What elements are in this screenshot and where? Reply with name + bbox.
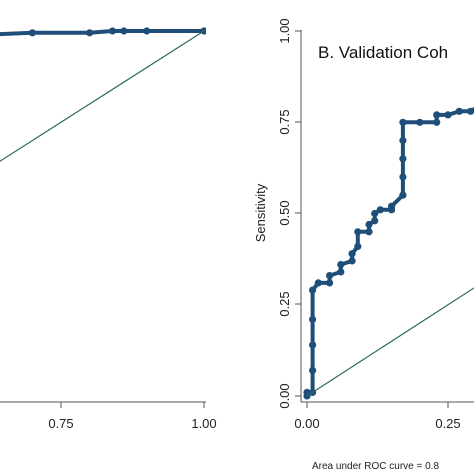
right-reference-line (306, 287, 474, 397)
right-y-axis-label: Sensitivity (253, 183, 268, 242)
left-roc-point-13 (120, 27, 128, 35)
right-roc-point-20 (376, 206, 384, 214)
right-y-tick-075: 0.75 (277, 109, 292, 134)
left-panel: 0.75 1.00 (0, 27, 217, 431)
left-reference-line (0, 30, 205, 162)
left-plot-area (0, 27, 206, 162)
right-roc-point-4 (309, 341, 317, 349)
right-roc-point-5 (309, 315, 317, 323)
right-roc-point-13 (348, 250, 356, 258)
right-y-tick-025: 0.25 (277, 291, 292, 316)
right-roc-point-8 (326, 279, 334, 287)
right-roc-point-11 (337, 261, 345, 269)
right-plot-area (303, 106, 474, 400)
right-panel-title: B. Validation Coh (318, 43, 448, 62)
right-x-tick-000: 0.00 (294, 416, 319, 431)
right-roc-point-17 (365, 220, 373, 229)
right-y-tick-000: 0.00 (277, 383, 292, 408)
right-roc-point-7 (314, 279, 322, 287)
left-roc-point-11 (86, 29, 94, 37)
left-x-tick-100: 1.00 (191, 416, 216, 431)
right-roc-point-19 (371, 209, 379, 218)
right-roc-point-33 (467, 107, 474, 115)
right-panel: 0.00 0.25 0.50 0.75 1.00 Sensitivity 0.0… (253, 18, 474, 472)
right-roc-point-31 (444, 111, 452, 119)
left-roc-point-14 (143, 27, 151, 35)
right-roc-point-15 (354, 228, 362, 236)
right-x-tick-025: 0.25 (435, 416, 460, 431)
right-roc-point-24 (399, 173, 407, 181)
right-roc-point-23 (399, 191, 407, 199)
right-roc-point-3 (309, 366, 317, 374)
right-roc-line (305, 106, 474, 398)
right-y-tick-100: 1.00 (277, 18, 292, 43)
right-roc-point-27 (399, 118, 407, 126)
right-roc-point-9 (326, 272, 334, 280)
right-roc-point-12 (348, 257, 356, 265)
right-roc-point-30 (433, 111, 441, 119)
right-roc-point-14 (354, 242, 362, 250)
left-roc-line (0, 29, 206, 37)
left-roc-point-12 (108, 27, 117, 35)
right-roc-point-29 (433, 118, 441, 126)
right-roc-point-32 (455, 107, 463, 115)
right-auc-footnote: Area under ROC curve = 0.8 (312, 461, 439, 472)
right-roc-point-28 (416, 118, 424, 126)
right-roc-point-6 (309, 286, 317, 294)
left-x-tick-075: 0.75 (48, 416, 73, 431)
left-roc-point-10 (28, 29, 36, 37)
right-roc-point-16 (365, 228, 373, 236)
right-roc-point-22 (388, 202, 396, 210)
right-roc-point-26 (399, 136, 407, 145)
right-roc-point-18 (371, 217, 379, 225)
right-roc-point-10 (337, 268, 345, 276)
right-y-tick-050: 0.50 (277, 200, 292, 225)
right-roc-point-25 (399, 155, 407, 163)
